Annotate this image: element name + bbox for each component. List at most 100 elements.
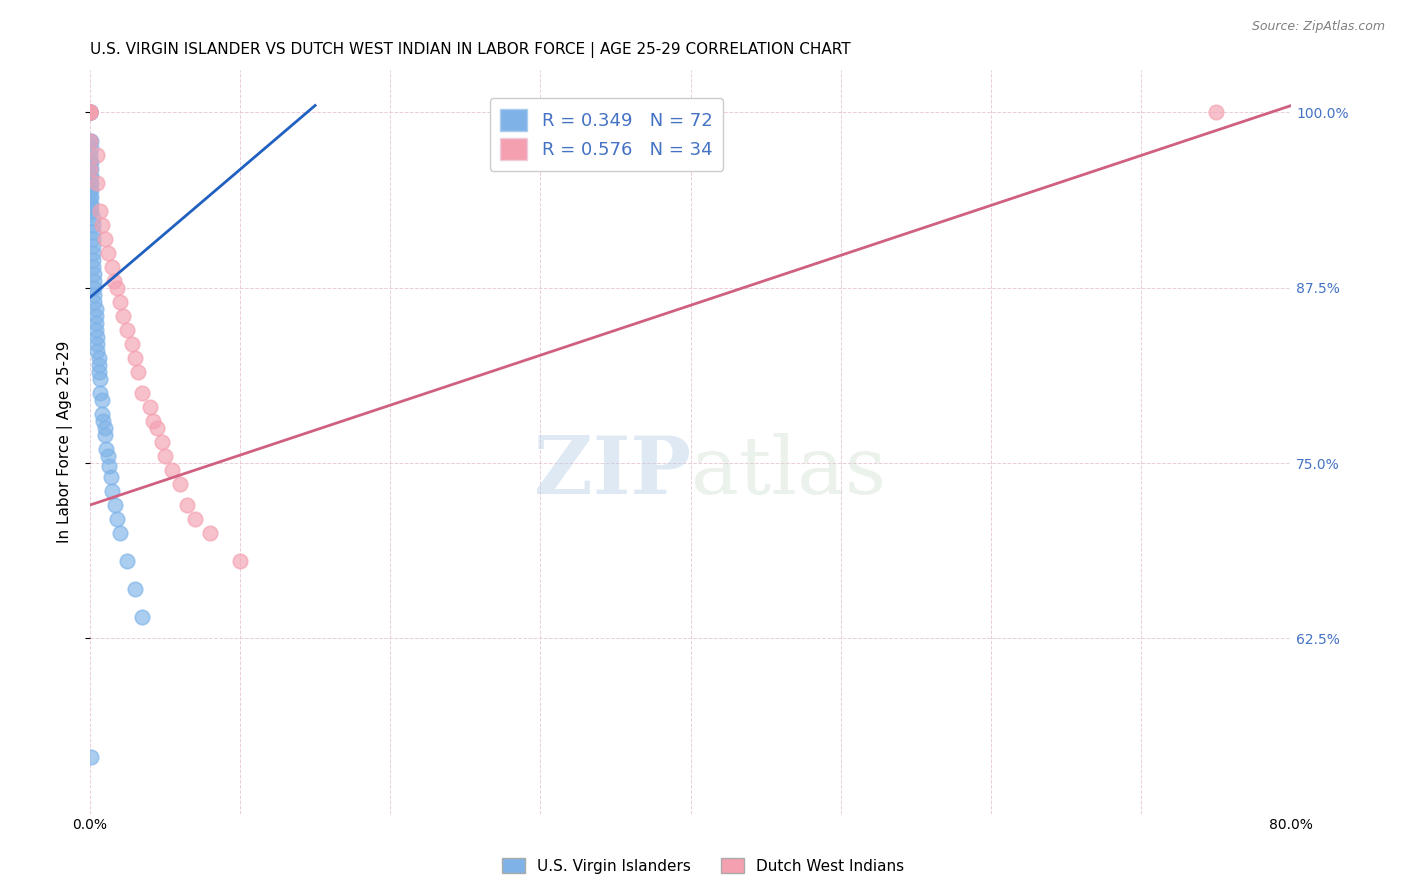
Point bbox=[90, 407, 112, 421]
Point bbox=[131, 385, 153, 400]
Point bbox=[80, 203, 103, 218]
Point bbox=[86, 343, 108, 358]
Point bbox=[93, 414, 115, 428]
Point bbox=[79, 105, 101, 120]
Point bbox=[79, 169, 101, 183]
Point bbox=[83, 294, 105, 309]
Point bbox=[124, 351, 146, 365]
Point bbox=[82, 238, 104, 252]
Point bbox=[94, 232, 117, 246]
Point bbox=[79, 189, 101, 203]
Legend: U.S. Virgin Islanders, Dutch West Indians: U.S. Virgin Islanders, Dutch West Indian… bbox=[495, 852, 911, 880]
Point bbox=[79, 154, 101, 169]
Point bbox=[82, 252, 104, 267]
Point bbox=[139, 400, 162, 414]
Point bbox=[84, 323, 107, 337]
Point bbox=[79, 105, 101, 120]
Point bbox=[108, 294, 131, 309]
Point bbox=[1205, 105, 1227, 120]
Point bbox=[153, 449, 176, 463]
Point bbox=[105, 512, 128, 526]
Text: atlas: atlas bbox=[690, 433, 886, 511]
Point bbox=[117, 323, 139, 337]
Point bbox=[86, 147, 108, 161]
Point bbox=[80, 183, 103, 197]
Point bbox=[103, 274, 125, 288]
Point bbox=[82, 232, 104, 246]
Point bbox=[82, 218, 104, 232]
Point bbox=[111, 309, 134, 323]
Point bbox=[100, 470, 122, 484]
Point bbox=[94, 428, 117, 442]
Text: U.S. VIRGIN ISLANDER VS DUTCH WEST INDIAN IN LABOR FORCE | AGE 25-29 CORRELATION: U.S. VIRGIN ISLANDER VS DUTCH WEST INDIA… bbox=[90, 42, 851, 58]
Point bbox=[117, 554, 139, 568]
Point bbox=[96, 442, 118, 456]
Point bbox=[79, 105, 101, 120]
Point bbox=[98, 458, 121, 473]
Point bbox=[83, 287, 105, 301]
Point bbox=[101, 484, 124, 499]
Point bbox=[162, 463, 184, 477]
Point bbox=[80, 196, 103, 211]
Point bbox=[79, 105, 101, 120]
Point bbox=[80, 189, 103, 203]
Point bbox=[87, 351, 110, 365]
Point bbox=[86, 176, 108, 190]
Point bbox=[79, 105, 101, 120]
Point bbox=[79, 176, 101, 190]
Point bbox=[80, 134, 103, 148]
Legend: R = 0.349   N = 72, R = 0.576   N = 34: R = 0.349 N = 72, R = 0.576 N = 34 bbox=[489, 98, 724, 171]
Point bbox=[79, 105, 101, 120]
Point bbox=[121, 336, 143, 351]
Point bbox=[79, 105, 101, 120]
Point bbox=[101, 260, 124, 274]
Point bbox=[86, 336, 108, 351]
Point bbox=[79, 134, 101, 148]
Point bbox=[150, 434, 173, 449]
Point bbox=[79, 105, 101, 120]
Point bbox=[79, 134, 101, 148]
Point bbox=[83, 267, 105, 281]
Point bbox=[82, 225, 104, 239]
Point bbox=[87, 365, 110, 379]
Point bbox=[79, 105, 101, 120]
Y-axis label: In Labor Force | Age 25-29: In Labor Force | Age 25-29 bbox=[58, 341, 73, 543]
Point bbox=[83, 281, 105, 295]
Point bbox=[97, 245, 120, 260]
Point bbox=[169, 477, 191, 491]
Point bbox=[131, 610, 153, 624]
Point bbox=[124, 582, 146, 597]
Point bbox=[79, 105, 101, 120]
Point bbox=[90, 218, 112, 232]
Point bbox=[80, 161, 103, 176]
Point bbox=[105, 281, 128, 295]
Point bbox=[97, 449, 120, 463]
Point bbox=[89, 203, 111, 218]
Point bbox=[90, 392, 112, 407]
Point bbox=[84, 316, 107, 330]
Point bbox=[79, 203, 101, 218]
Point bbox=[108, 526, 131, 541]
Point bbox=[79, 105, 101, 120]
Point bbox=[184, 512, 207, 526]
Point bbox=[83, 274, 105, 288]
Point bbox=[142, 414, 165, 428]
Point bbox=[229, 554, 252, 568]
Point bbox=[127, 365, 149, 379]
Point bbox=[79, 196, 101, 211]
Point bbox=[84, 309, 107, 323]
Point bbox=[84, 301, 107, 316]
Point bbox=[80, 750, 103, 764]
Text: ZIP: ZIP bbox=[534, 433, 690, 511]
Point bbox=[86, 330, 108, 344]
Point bbox=[198, 526, 221, 541]
Point bbox=[80, 169, 103, 183]
Point bbox=[79, 147, 101, 161]
Point bbox=[176, 498, 198, 512]
Point bbox=[89, 372, 111, 386]
Point bbox=[87, 358, 110, 372]
Point bbox=[79, 183, 101, 197]
Point bbox=[80, 154, 103, 169]
Point bbox=[79, 105, 101, 120]
Point bbox=[79, 105, 101, 120]
